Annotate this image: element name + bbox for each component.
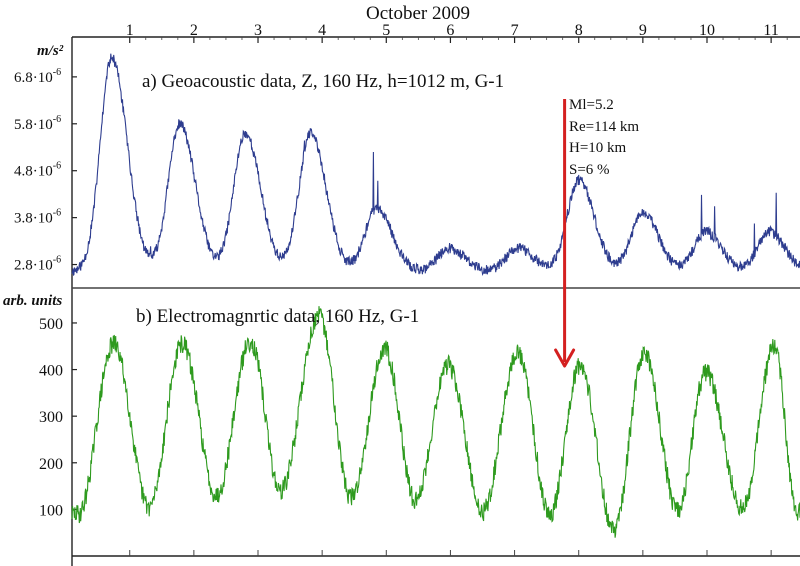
annotation-strain: S=6 % (569, 162, 610, 178)
x-tick-label: 4 (318, 22, 326, 39)
x-tick-group: 1 2 3 4 5 6 7 8 9 10 11 (126, 22, 788, 556)
y-tick-label: 200 (39, 456, 63, 473)
x-tick-label: 6 (446, 22, 454, 39)
y-tick-label: 5.8·10-6 (14, 114, 61, 133)
event-arrow (554, 99, 576, 368)
x-tick-label: 8 (575, 22, 583, 39)
panel-b-ylabel: arb. units (3, 293, 62, 309)
y-tick-label: 400 (39, 363, 63, 380)
geoacoustic-series-line (71, 53, 800, 277)
x-tick-label: 10 (699, 22, 715, 39)
event-arrow-head (554, 348, 576, 368)
annotation-magnitude: Ml=5.2 (569, 97, 614, 113)
panel-b-electromagnetic: 500 400 300 200 100 (39, 306, 800, 538)
y-tick-label: 2.8·10-6 (14, 255, 61, 274)
electromagnetic-series-line (71, 306, 800, 538)
annotation-depth: H=10 km (569, 140, 627, 156)
panel-a-title: a) Geoacoustic data, Z, 160 Hz, h=1012 m… (142, 71, 504, 92)
x-tick-label: 9 (639, 22, 647, 39)
panel-a-ylabel: m/s² (37, 43, 64, 59)
x-tick-label: 11 (763, 22, 778, 39)
axes-frame (71, 36, 800, 566)
y-tick-label: 6.8·10-6 (14, 67, 61, 86)
panel-b-title: b) Electromagnrtic data, 160 Hz, G-1 (136, 306, 419, 327)
annotation-distance: Re=114 km (569, 119, 639, 135)
event-annotation: Ml=5.2 Re=114 km H=10 km S=6 % (569, 97, 639, 178)
x-tick-label: 7 (511, 22, 519, 39)
y-tick-label: 3.8·10-6 (14, 208, 61, 227)
x-tick-label: 5 (382, 22, 390, 39)
x-tick-label: 3 (254, 22, 262, 39)
x-tick-label: 1 (126, 22, 134, 39)
y-tick-label: 500 (39, 316, 63, 333)
y-tick-label: 300 (39, 409, 63, 426)
y-tick-label: 4.8·10-6 (14, 161, 61, 180)
panel-a-geoacoustic: 6.8·10-6 5.8·10-6 4.8·10-6 3.8·10-6 2.8·10-6 (14, 53, 800, 277)
y-tick-label: 100 (39, 502, 63, 519)
figure-title: October 2009 (366, 3, 470, 24)
x-tick-label: 2 (190, 22, 198, 39)
